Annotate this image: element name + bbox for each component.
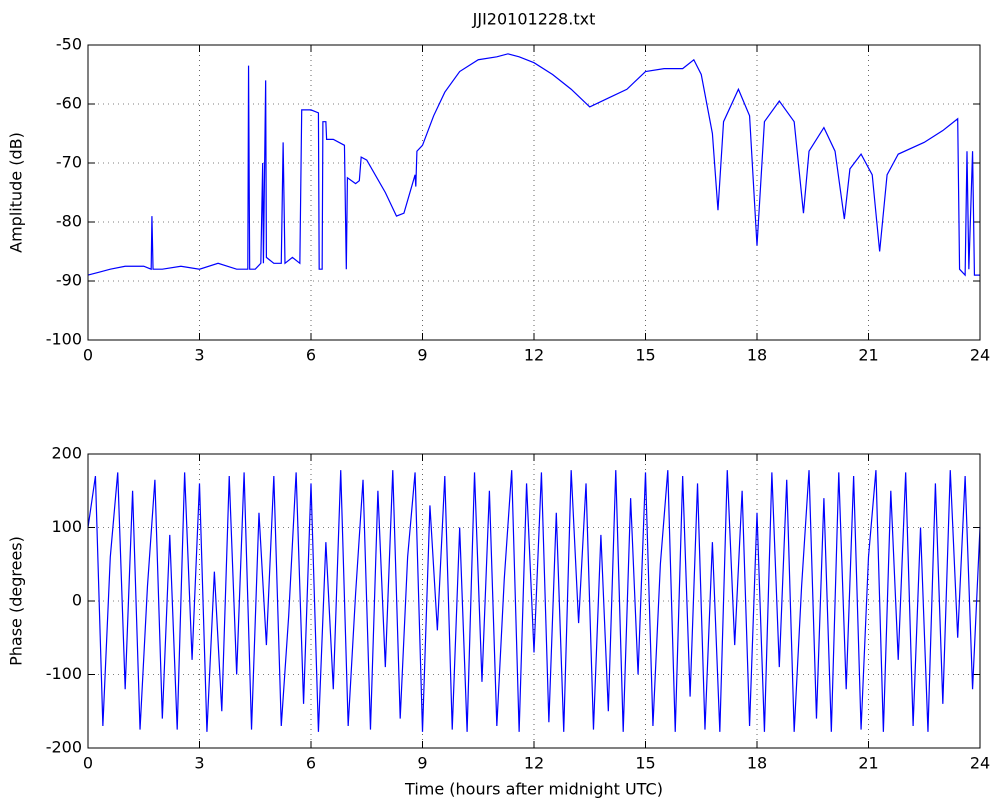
y-tick-label: -200 — [46, 738, 82, 757]
y-tick-label: -100 — [46, 664, 82, 683]
x-tick-label: 12 — [524, 346, 544, 365]
x-tick-label: 24 — [970, 346, 990, 365]
x-tick-label: 6 — [306, 754, 316, 773]
data-line — [87, 470, 981, 732]
chart-title: JJI20101228.txt — [472, 10, 596, 29]
x-tick-label: 0 — [83, 754, 93, 773]
x-tick-label: 18 — [747, 754, 767, 773]
x-axis-label: Time (hours after midnight UTC) — [404, 780, 663, 799]
x-tick-label: 9 — [417, 346, 427, 365]
x-tick-label: 6 — [306, 346, 316, 365]
axes-frame — [87, 44, 981, 341]
x-tick-label: 0 — [83, 346, 93, 365]
x-tick-label: 3 — [194, 754, 204, 773]
y-tick-label: -90 — [56, 271, 82, 290]
y-tick-label: -100 — [46, 330, 82, 349]
y-axis-label: Phase (degrees) — [7, 536, 26, 666]
x-tick-label: 21 — [858, 346, 878, 365]
y-tick-label: -50 — [56, 35, 82, 54]
x-tick-label: 12 — [524, 754, 544, 773]
y-tick-label: 100 — [51, 517, 82, 536]
axes-frame — [87, 453, 981, 749]
y-tick-label: 200 — [51, 444, 82, 463]
data-line — [87, 53, 980, 277]
y-tick-label: -70 — [56, 153, 82, 172]
y-tick-label: -60 — [56, 94, 82, 113]
x-tick-label: 3 — [194, 346, 204, 365]
y-axis-label: Amplitude (dB) — [7, 132, 26, 253]
x-tick-label: 18 — [747, 346, 767, 365]
y-tick-label: -80 — [56, 212, 82, 231]
x-tick-label: 9 — [417, 754, 427, 773]
y-tick-label: 0 — [72, 591, 82, 610]
x-tick-label: 15 — [635, 346, 655, 365]
x-tick-label: 21 — [858, 754, 878, 773]
x-tick-label: 15 — [635, 754, 655, 773]
x-tick-label: 24 — [970, 754, 990, 773]
